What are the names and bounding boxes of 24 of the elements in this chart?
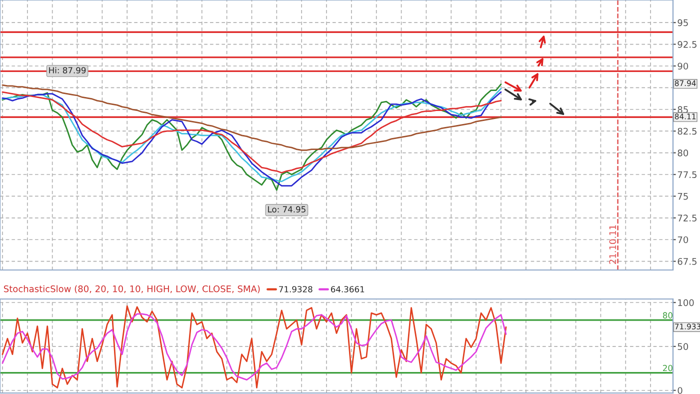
line-series: [2, 313, 507, 381]
y-tick-label: 0: [678, 387, 682, 394]
ref-line-label: 80: [662, 312, 672, 318]
line-series: [2, 305, 507, 388]
y-tick-label: 92.5: [678, 41, 696, 48]
y-tick-label: 75: [678, 193, 688, 200]
annotation: 21.10.11: [609, 225, 616, 264]
chart-title: StochasticSlow (80, 20, 10, 10, HIGH, LOW, CLOSE, SMA): [4, 285, 260, 294]
legend-label: 64.3661: [330, 286, 364, 292]
ref-line-label: 20: [663, 364, 672, 372]
y-tick-label: 90: [678, 62, 688, 70]
y-tick-label: 80: [678, 150, 688, 156]
y-tick-label: 72.5: [678, 214, 696, 222]
legend-label: 71.9328: [279, 286, 312, 292]
annotation: Hi: 87.99: [49, 66, 86, 74]
y-tick-label: 50: [678, 343, 688, 350]
y-tick-label: 77.5: [678, 171, 696, 178]
y-tick-label: 67.5: [678, 258, 696, 265]
y-tick-label: 82.5: [678, 128, 696, 135]
y-tick-label: 100: [678, 299, 694, 306]
y-tick-label: 70: [678, 236, 688, 244]
y-tick-label: 95: [678, 19, 688, 26]
line-series: [2, 84, 502, 151]
annotation: Lo: 74.95: [268, 206, 306, 212]
